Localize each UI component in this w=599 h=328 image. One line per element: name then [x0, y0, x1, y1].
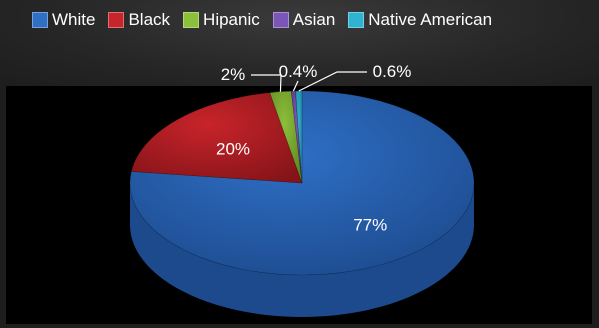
legend-label-native-american: Native American — [368, 10, 493, 29]
pie-slice-native-american — [295, 90, 303, 184]
legend-swatch-hipanic — [183, 12, 200, 28]
legend-item-hipanic: Hipanic — [183, 10, 260, 30]
data-label-native-american: 0.6% — [373, 62, 412, 81]
legend-label-asian: Asian — [292, 10, 336, 29]
legend-label-white: White — [52, 10, 96, 29]
legend-swatch-white — [32, 12, 48, 28]
data-label-hipanic: 2% — [221, 65, 246, 84]
pie-side-white — [130, 183, 474, 317]
data-label-asian: 0.4% — [279, 62, 318, 81]
legend-item-black: Black — [108, 10, 170, 30]
pie-slices — [129, 90, 475, 276]
legend-band — [0, 0, 599, 86]
leader-line-native-american — [298, 71, 367, 92]
legend-item-asian: Asian — [272, 10, 336, 30]
pie-slice-asian — [290, 90, 303, 184]
legend-item-white: White — [32, 10, 95, 30]
legend-item-native-american: Native American — [348, 10, 492, 30]
legend: White Black Hipanic Asian Native America… — [32, 7, 492, 33]
legend-swatch-asian — [272, 12, 289, 28]
pie-slice-white — [129, 90, 475, 276]
data-labels: 77% 20% 2% 0.4% 0.6% — [216, 62, 411, 234]
legend-swatch-native-american — [348, 12, 365, 28]
data-label-white: 77% — [353, 215, 387, 234]
legend-label-hipanic: Hipanic — [203, 10, 260, 29]
pie-side-walls — [130, 183, 474, 317]
legend-label-black: Black — [128, 10, 171, 29]
legend-swatch-black — [108, 12, 125, 28]
data-label-black: 20% — [216, 139, 250, 158]
leader-line-hipanic — [251, 74, 282, 92]
leader-line-asian — [292, 80, 299, 92]
pie-slice-black — [130, 92, 303, 184]
